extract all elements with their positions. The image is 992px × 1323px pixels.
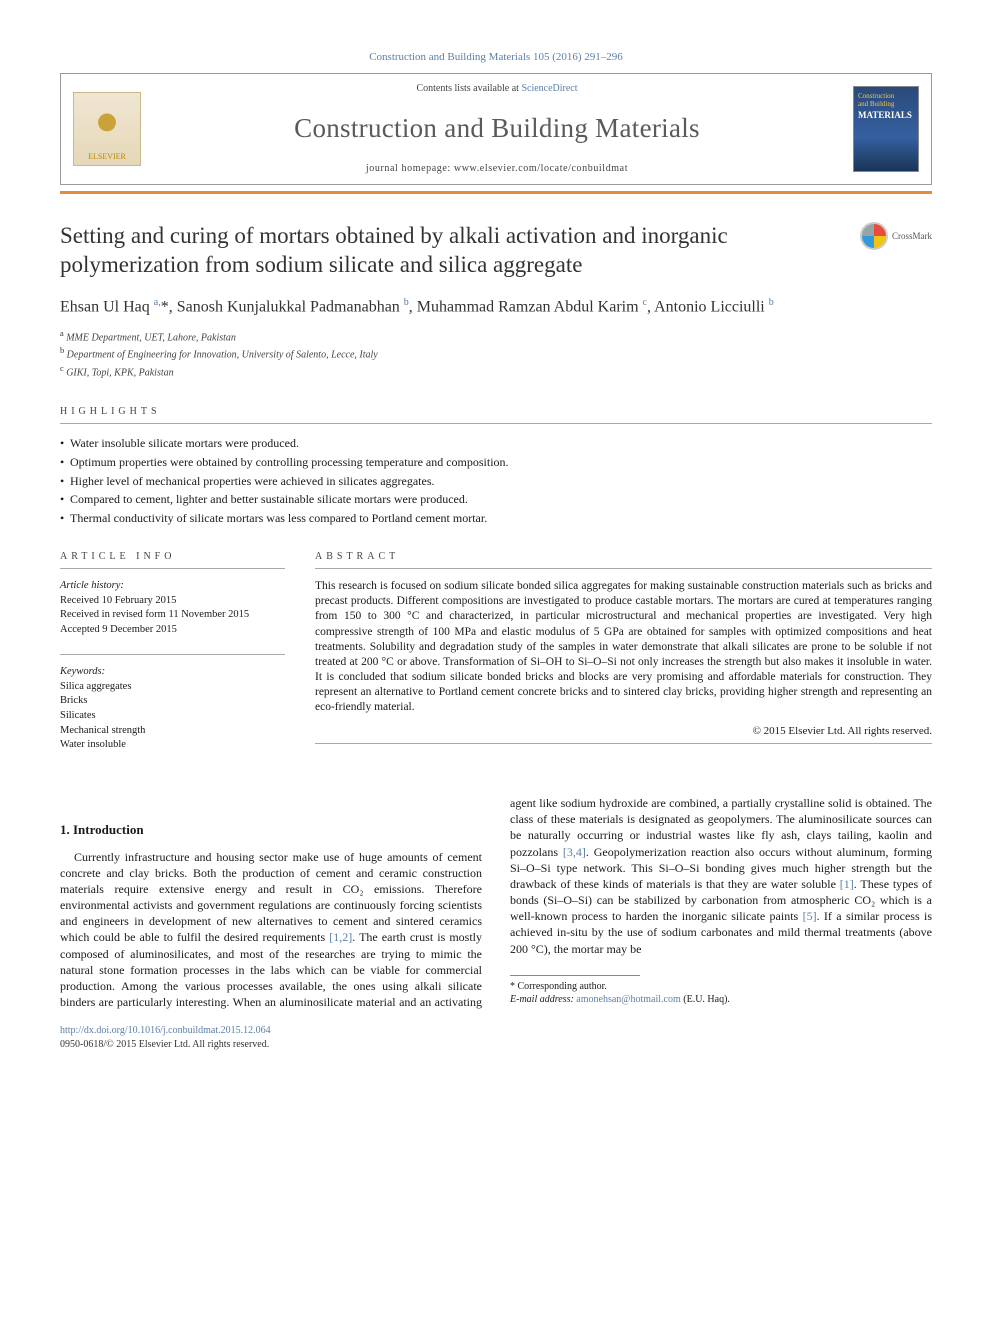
highlights-rule	[60, 423, 932, 424]
journal-homepage: journal homepage: www.elsevier.com/locat…	[155, 162, 839, 176]
keyword-item: Silica aggregates	[60, 680, 285, 695]
elsevier-label: ELSEVIER	[88, 151, 126, 162]
keywords-heading: Keywords:	[60, 665, 285, 680]
journal-title: Construction and Building Materials	[155, 110, 839, 148]
highlight-item: Higher level of mechanical properties we…	[60, 472, 932, 491]
journal-header-box: ELSEVIER Contents lists available at Sci…	[60, 73, 932, 185]
article-info-heading: article info	[60, 550, 285, 564]
article-info-rule	[60, 568, 285, 569]
history-heading: Article history:	[60, 579, 285, 594]
ref-link-1-2[interactable]: [1,2]	[329, 930, 352, 944]
article-info-column: article info Article history: Received 1…	[60, 550, 285, 769]
keywords-rule	[60, 654, 285, 655]
introduction-heading: 1. Introduction	[60, 821, 482, 839]
crossmark-label: CrossMark	[892, 230, 932, 243]
highlight-item: Thermal conductivity of silicate mortars…	[60, 509, 932, 528]
keyword-item: Water insoluble	[60, 738, 285, 753]
corresponding-author: * Corresponding author.	[510, 980, 932, 993]
footnotes: * Corresponding author. E-mail address: …	[510, 980, 932, 1006]
affiliation-b: b Department of Engineering for Innovati…	[60, 345, 932, 363]
elsevier-logo: ELSEVIER	[73, 92, 141, 166]
email-suffix: (E.U. Haq).	[683, 994, 730, 1005]
homepage-prefix: journal homepage:	[366, 163, 454, 174]
page-footer: http://dx.doi.org/10.1016/j.conbuildmat.…	[60, 1024, 932, 1052]
journal-cover-thumbnail: Construction and Building MATERIALS	[853, 86, 919, 172]
header-rule	[60, 191, 932, 194]
history-accepted: Accepted 9 December 2015	[60, 623, 285, 638]
homepage-url[interactable]: www.elsevier.com/locate/conbuildmat	[454, 163, 628, 174]
keyword-item: Mechanical strength	[60, 724, 285, 739]
crossmark-badge[interactable]: CrossMark	[860, 222, 932, 250]
cover-line1: Construction	[858, 92, 914, 100]
sciencedirect-link[interactable]: ScienceDirect	[521, 83, 577, 94]
contents-available-line: Contents lists available at ScienceDirec…	[155, 82, 839, 96]
header-center: Contents lists available at ScienceDirec…	[155, 82, 839, 176]
issn-copyright: 0950-0618/© 2015 Elsevier Ltd. All right…	[60, 1039, 269, 1050]
elsevier-tree-icon	[87, 107, 127, 151]
cover-line3: MATERIALS	[858, 110, 914, 120]
abstract-column: abstract This research is focused on sod…	[315, 550, 932, 769]
footnote-rule	[510, 975, 640, 976]
cover-line2: and Building	[858, 100, 914, 108]
abstract-bottom-rule	[315, 743, 932, 744]
abstract-copyright: © 2015 Elsevier Ltd. All rights reserved…	[315, 724, 932, 739]
article-history: Article history: Received 10 February 20…	[60, 579, 285, 638]
email-label: E-mail address:	[510, 994, 574, 1005]
paper-title: Setting and curing of mortars obtained b…	[60, 222, 848, 280]
keywords-block: Keywords: Silica aggregatesBricksSilicat…	[60, 665, 285, 753]
highlight-item: Optimum properties were obtained by cont…	[60, 453, 932, 472]
doi-link[interactable]: http://dx.doi.org/10.1016/j.conbuildmat.…	[60, 1025, 271, 1036]
ref-link-1[interactable]: [1]	[840, 877, 854, 891]
history-revised: Received in revised form 11 November 201…	[60, 608, 285, 623]
highlight-item: Compared to cement, lighter and better s…	[60, 490, 932, 509]
history-received: Received 10 February 2015	[60, 594, 285, 609]
keyword-item: Silicates	[60, 709, 285, 724]
author-email-link[interactable]: amonehsan@hotmail.com	[576, 994, 680, 1005]
author-list: Ehsan Ul Haq a,*, Sanosh Kunjalukkal Pad…	[60, 296, 932, 318]
highlights-heading: highlights	[60, 405, 932, 419]
highlights-section: highlights Water insoluble silicate mort…	[60, 405, 932, 528]
affiliation-c: c GIKI, Topi, KPK, Pakistan	[60, 363, 932, 381]
abstract-text: This research is focused on sodium silic…	[315, 579, 932, 716]
body-text: 1. Introduction Currently infrastructure…	[60, 795, 932, 1010]
ref-link-5[interactable]: [5]	[803, 909, 817, 923]
affiliations: a MME Department, UET, Lahore, Pakistan …	[60, 328, 932, 381]
highlight-item: Water insoluble silicate mortars were pr…	[60, 434, 932, 453]
keyword-item: Bricks	[60, 694, 285, 709]
ref-link-3-4[interactable]: [3,4]	[563, 845, 586, 859]
crossmark-icon	[860, 222, 888, 250]
contents-prefix: Contents lists available at	[416, 83, 521, 94]
abstract-rule	[315, 568, 932, 569]
abstract-heading: abstract	[315, 550, 932, 564]
affiliation-a: a MME Department, UET, Lahore, Pakistan	[60, 328, 932, 346]
journal-reference: Construction and Building Materials 105 …	[60, 50, 932, 65]
email-line: E-mail address: amonehsan@hotmail.com (E…	[510, 993, 932, 1006]
